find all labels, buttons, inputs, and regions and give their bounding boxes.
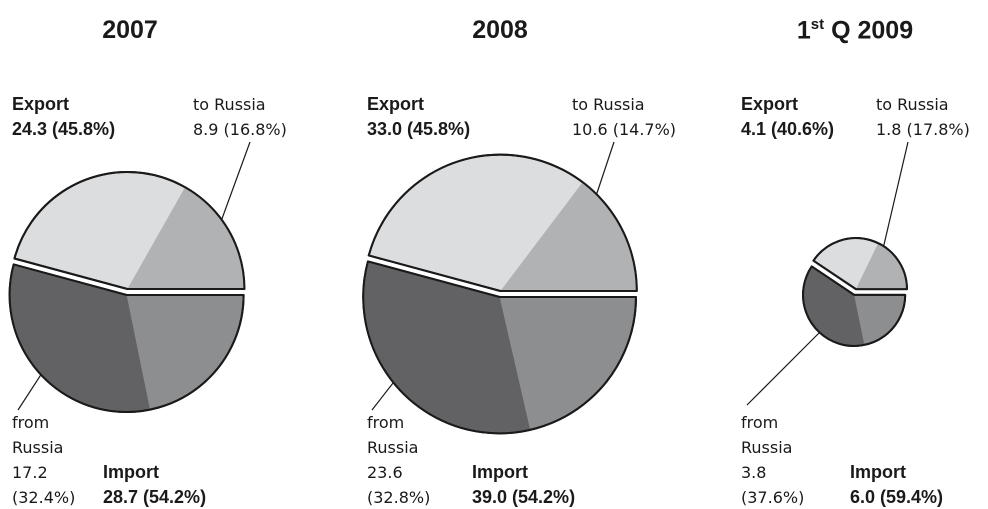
import-group xyxy=(362,260,637,435)
title-rest: Q 2009 xyxy=(831,16,914,45)
to-russia-label: to Russia 1.8 (17.8%) xyxy=(876,92,970,142)
export-label: Export 4.1 (40.6%) xyxy=(741,92,834,142)
value-label: 24.3 (45.8%) xyxy=(12,119,116,139)
from-russia-label: from Russia 23.6 (32.8%) xyxy=(367,410,439,509)
export-group xyxy=(367,153,638,293)
from-russia-slice xyxy=(9,264,150,412)
category-name: from Russia xyxy=(741,413,793,457)
category-name: Export xyxy=(367,94,425,114)
value-label: 23.6 (32.8%) xyxy=(367,463,431,507)
import-label: Import 39.0 (54.2%) xyxy=(472,460,575,509)
value-label: 6.0 (59.4%) xyxy=(850,487,944,507)
to-russia-slice xyxy=(855,243,907,290)
value-label: 17.2 (32.4%) xyxy=(12,463,76,507)
export-group xyxy=(13,171,246,291)
value-label: 10.6 (14.7%) xyxy=(572,120,677,139)
value-label: 39.0 (54.2%) xyxy=(472,487,576,507)
category-name: from Russia xyxy=(12,413,64,457)
value-label: 1.8 (17.8%) xyxy=(876,120,970,139)
to-russia-slice xyxy=(500,182,637,292)
import-group xyxy=(802,265,907,347)
to-russia-label: to Russia 8.9 (16.8%) xyxy=(193,92,287,142)
value-label: 28.7 (54.2%) xyxy=(103,487,207,507)
import-label: Import 28.7 (54.2%) xyxy=(103,460,206,509)
from-russia-label: from Russia 17.2 (32.4%) xyxy=(12,410,84,509)
from-russia-slice xyxy=(803,266,865,346)
import-group xyxy=(8,263,245,413)
title-superscript: st xyxy=(810,16,825,33)
export-label: Export 33.0 (45.8%) xyxy=(367,92,470,142)
category-name: Export xyxy=(741,94,799,114)
category-name: Export xyxy=(12,94,70,114)
chart-title: 1st Q 2009 xyxy=(735,16,975,45)
to-russia-label: to Russia 10.6 (14.7%) xyxy=(572,92,676,142)
chart-title: 2007 xyxy=(102,16,158,44)
category-name: to Russia xyxy=(193,95,266,114)
chart-title: 2008 xyxy=(472,16,528,44)
category-name: to Russia xyxy=(572,95,645,114)
category-name: from Russia xyxy=(367,413,419,457)
value-label: 8.9 (16.8%) xyxy=(193,120,287,139)
import-outline xyxy=(802,265,907,347)
value-label: 3.8 (37.6%) xyxy=(741,463,805,507)
value-label: 4.1 (40.6%) xyxy=(741,119,835,139)
from-russia-slice xyxy=(363,261,531,434)
category-name: Import xyxy=(103,462,159,482)
category-name: Import xyxy=(850,462,906,482)
import-label: Import 6.0 (59.4%) xyxy=(850,460,943,509)
from-russia-label: from Russia 3.8 (37.6%) xyxy=(741,410,813,509)
import-outline xyxy=(8,263,245,413)
export-label: Export 24.3 (45.8%) xyxy=(12,92,115,142)
export-outline xyxy=(812,237,908,291)
import-outline xyxy=(362,260,637,435)
value-label: 33.0 (45.8%) xyxy=(367,119,471,139)
leader-line xyxy=(746,319,833,406)
export-group xyxy=(812,237,908,291)
title-text: 1 xyxy=(796,16,811,45)
export-outline xyxy=(13,171,246,291)
category-name: to Russia xyxy=(876,95,949,114)
category-name: Import xyxy=(472,462,528,482)
export-outline xyxy=(367,153,638,293)
